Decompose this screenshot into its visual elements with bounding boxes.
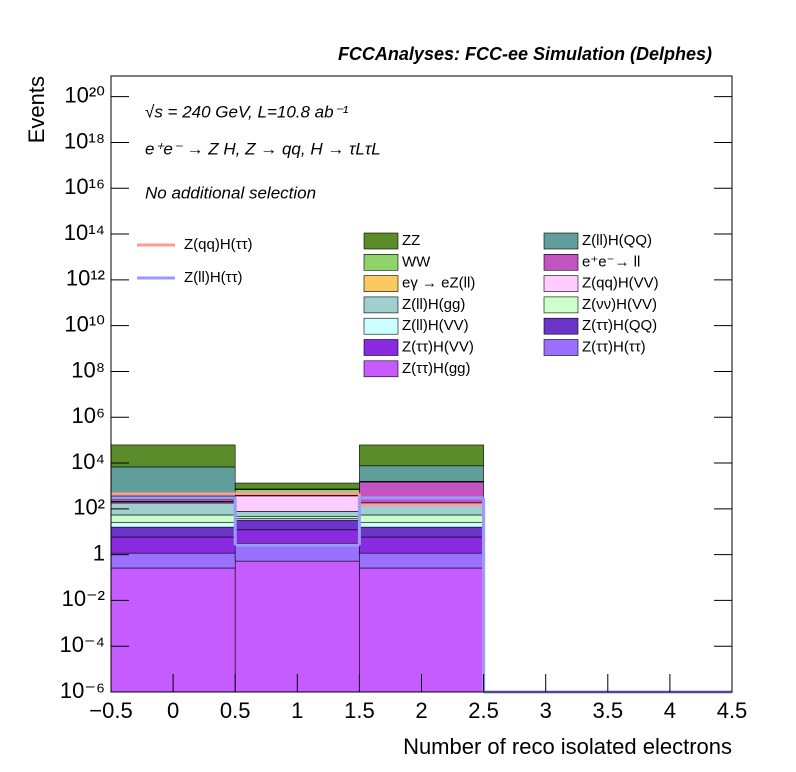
x-tick-label: 4 xyxy=(664,698,676,723)
bar-segment xyxy=(359,552,484,569)
x-tick-label: 2 xyxy=(415,698,427,723)
y-tick-label: 10⁶ xyxy=(71,403,105,428)
legend-swatch xyxy=(363,360,399,378)
bar-segment xyxy=(234,511,360,517)
legend-label: Z(ττ)H(VV) xyxy=(402,338,474,355)
y-tick-label: 10⁻⁶ xyxy=(60,678,105,703)
y-axis-label: Events xyxy=(24,76,49,143)
bar-segment xyxy=(110,521,236,528)
y-tick-label: 10²⁰ xyxy=(64,82,105,107)
x-tick-label: 1 xyxy=(291,698,303,723)
legend-swatch xyxy=(543,275,579,292)
legend-swatch xyxy=(543,296,579,314)
legend-label: Z(ll)H(gg) xyxy=(402,296,465,313)
bar-segment xyxy=(110,514,236,523)
x-tick-label: −0.5 xyxy=(89,698,132,723)
y-tick-label: 10¹⁴ xyxy=(64,220,105,245)
x-tick-label: 2.5 xyxy=(468,698,499,723)
y-tick-label: 10² xyxy=(73,495,105,520)
legend-label: WW xyxy=(402,253,431,270)
bar-segment xyxy=(359,514,484,523)
annotation: No additional selection xyxy=(145,183,316,202)
y-tick-label: 10¹⁰ xyxy=(64,311,105,336)
chart-title: FCCAnalyses: FCC-ee Simulation (Delphes) xyxy=(338,44,712,64)
x-axis-label: Number of reco isolated electrons xyxy=(403,734,732,759)
bar-segment xyxy=(234,529,360,544)
legend-label: e⁺e⁻→ ll xyxy=(582,253,640,270)
legend-swatch xyxy=(363,254,399,271)
legend-swatch xyxy=(363,232,399,250)
legend-label: ZZ xyxy=(402,232,420,249)
bar-segment xyxy=(359,465,484,482)
y-tick-label: 10¹⁶ xyxy=(64,174,105,199)
legend-swatch xyxy=(363,339,399,356)
legend-label: Z(qq)H(VV) xyxy=(582,275,659,292)
y-tick-label: 10⁸ xyxy=(71,357,105,382)
bar-segment xyxy=(234,519,360,531)
legend-label: Z(νν)H(VV) xyxy=(582,296,657,313)
bar-segment xyxy=(110,552,236,569)
bar-segment xyxy=(359,567,484,693)
x-tick-label: 3 xyxy=(540,698,552,723)
bar-segment xyxy=(110,466,236,497)
legend-label: Z(ll)H(ττ) xyxy=(184,269,243,286)
bar-segment xyxy=(234,560,360,693)
y-tick-label: 1 xyxy=(93,540,105,565)
bar-segment xyxy=(234,495,360,512)
bar-segment xyxy=(359,536,484,554)
x-tick-label: 0 xyxy=(167,698,179,723)
legend-swatch xyxy=(543,339,579,356)
y-tick-label: 10⁻² xyxy=(62,586,105,611)
bar-segment xyxy=(359,526,484,538)
bar-segment xyxy=(234,482,360,490)
bar-segment xyxy=(110,499,236,502)
y-tick-label: 10⁻⁴ xyxy=(59,632,105,657)
legend-label: eγ → eZ(ll) xyxy=(402,275,475,292)
legend-swatch xyxy=(363,275,399,292)
bar-segment xyxy=(359,521,484,528)
legend-label: Z(ττ)H(ττ) xyxy=(582,338,646,355)
annotation: √s = 240 GeV, L=10.8 ab⁻¹ xyxy=(145,102,349,121)
legend-label: Z(qq)H(ττ) xyxy=(184,236,253,253)
bar-segment xyxy=(110,502,236,516)
x-tick-label: 1.5 xyxy=(344,698,375,723)
legend-label: Z(ll)H(QQ) xyxy=(582,232,652,249)
y-tick-label: 10¹² xyxy=(66,266,105,291)
bar-segment xyxy=(359,481,484,504)
legend-label: Z(ττ)H(gg) xyxy=(402,360,471,377)
bar-segment xyxy=(110,444,236,468)
y-tick-label: 10⁴ xyxy=(71,449,105,474)
annotation: e⁺e⁻ → Z H, Z → qq, H → τLτL xyxy=(145,139,381,158)
bar-segment xyxy=(110,536,236,554)
bar-segment xyxy=(110,567,236,693)
legend-swatch xyxy=(543,317,579,335)
bar-segment xyxy=(110,526,236,538)
bar-segment xyxy=(234,516,360,519)
x-tick-label: 4.5 xyxy=(717,698,748,723)
legend-swatch xyxy=(543,254,579,271)
legend-swatch xyxy=(363,296,399,314)
legend-swatch xyxy=(543,232,579,250)
legend-label: Z(ll)H(VV) xyxy=(402,317,469,334)
bar-segment xyxy=(359,444,484,467)
x-tick-label: 3.5 xyxy=(593,698,624,723)
y-tick-label: 10¹⁸ xyxy=(64,128,105,153)
legend-label: Z(ττ)H(QQ) xyxy=(582,317,657,334)
legend-swatch xyxy=(363,317,399,335)
x-tick-label: 0.5 xyxy=(220,698,251,723)
